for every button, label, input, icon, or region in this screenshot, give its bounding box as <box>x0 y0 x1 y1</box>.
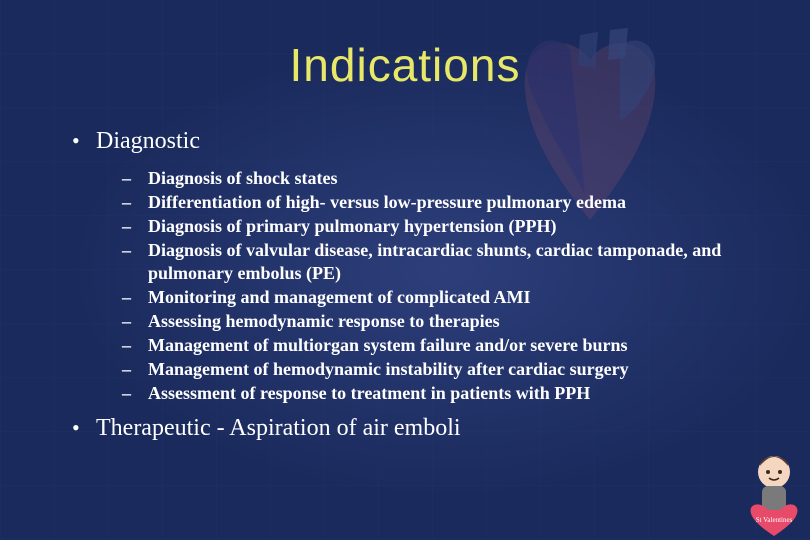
sub-bullet: Diagnosis of shock states <box>130 167 780 190</box>
bullet-list-level2: Diagnosis of shock states Differentiatio… <box>130 167 780 405</box>
sub-bullet: Differentiation of high- versus low-pres… <box>130 191 780 214</box>
bullet-diagnostic: Diagnostic Diagnosis of shock states Dif… <box>96 128 780 405</box>
bullet-list-level1: Diagnostic Diagnosis of shock states Dif… <box>96 128 780 442</box>
bullet-label: Therapeutic - Aspiration of air emboli <box>96 415 461 441</box>
sub-bullet: Management of hemodynamic instability af… <box>130 358 780 381</box>
cartoon-label: St Valentines <box>756 516 793 524</box>
bullet-label: Diagnostic <box>96 128 200 154</box>
valentines-cartoon: St Valentines <box>738 450 810 540</box>
slide-title: Indications <box>0 0 810 92</box>
sub-bullet: Assessment of response to treatment in p… <box>130 382 780 405</box>
sub-bullet: Diagnosis of valvular disease, intracard… <box>130 239 780 285</box>
sub-bullet: Assessing hemodynamic response to therap… <box>130 310 780 333</box>
bullet-therapeutic: Therapeutic - Aspiration of air emboli <box>96 415 780 442</box>
slide-content: Diagnostic Diagnosis of shock states Dif… <box>0 92 810 442</box>
sub-bullet: Management of multiorgan system failure … <box>130 334 780 357</box>
sub-bullet: Monitoring and management of complicated… <box>130 286 780 309</box>
sub-bullet: Diagnosis of primary pulmonary hypertens… <box>130 215 780 238</box>
